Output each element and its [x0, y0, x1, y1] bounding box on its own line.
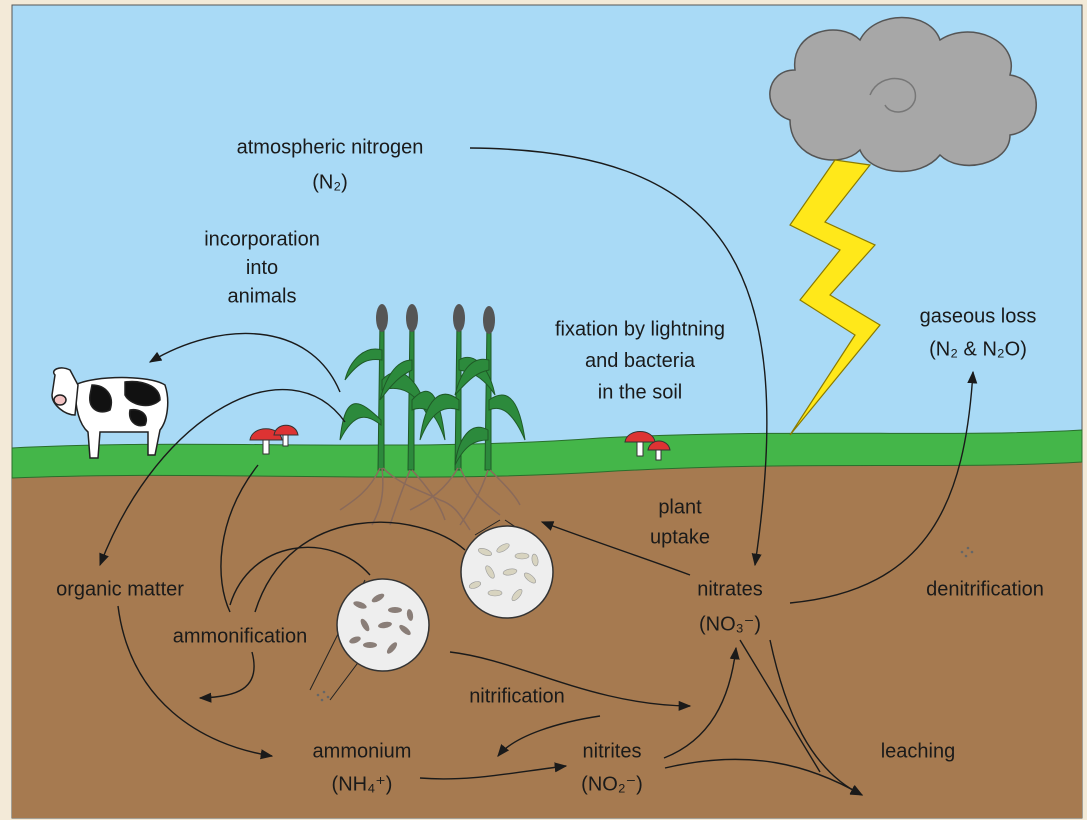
label: atmospheric nitrogen [237, 136, 424, 158]
mushrooms [249, 424, 671, 461]
label: incorporation [204, 228, 320, 250]
label: (N₂ & N₂O) [929, 338, 1027, 360]
label: plant [658, 496, 702, 518]
lightning [789, 159, 881, 436]
cloud [769, 16, 1037, 173]
label: leaching [881, 740, 956, 762]
arrows [99, 147, 978, 796]
bacteria-circles [309, 519, 974, 702]
label: ammonification [173, 625, 308, 647]
label: into [246, 257, 278, 279]
label: (NO₂⁻) [581, 773, 643, 795]
label: nitrates [697, 578, 763, 600]
label: ammonium [313, 740, 412, 762]
cow [51, 367, 169, 459]
label: organic matter [56, 578, 184, 600]
label: uptake [650, 526, 710, 548]
cloud-swirl [869, 78, 916, 113]
label: in the soil [598, 381, 683, 403]
roots [339, 467, 521, 531]
label: fixation by lightning [555, 318, 725, 340]
label: (NH₄⁺) [332, 773, 393, 795]
label: animals [228, 285, 297, 307]
label: and bacteria [585, 350, 696, 372]
corn-tassels [376, 304, 495, 334]
label: (N₂) [312, 171, 348, 193]
label: (NO₃⁻) [699, 613, 761, 635]
labels: atmospheric nitrogen (N₂) incorporation int… [56, 136, 1044, 795]
label: gaseous loss [920, 305, 1037, 327]
label: denitrification [926, 578, 1044, 600]
label: nitrification [469, 685, 565, 707]
label: nitrites [583, 740, 642, 762]
grass [11, 429, 1083, 479]
soil [12, 432, 1082, 818]
